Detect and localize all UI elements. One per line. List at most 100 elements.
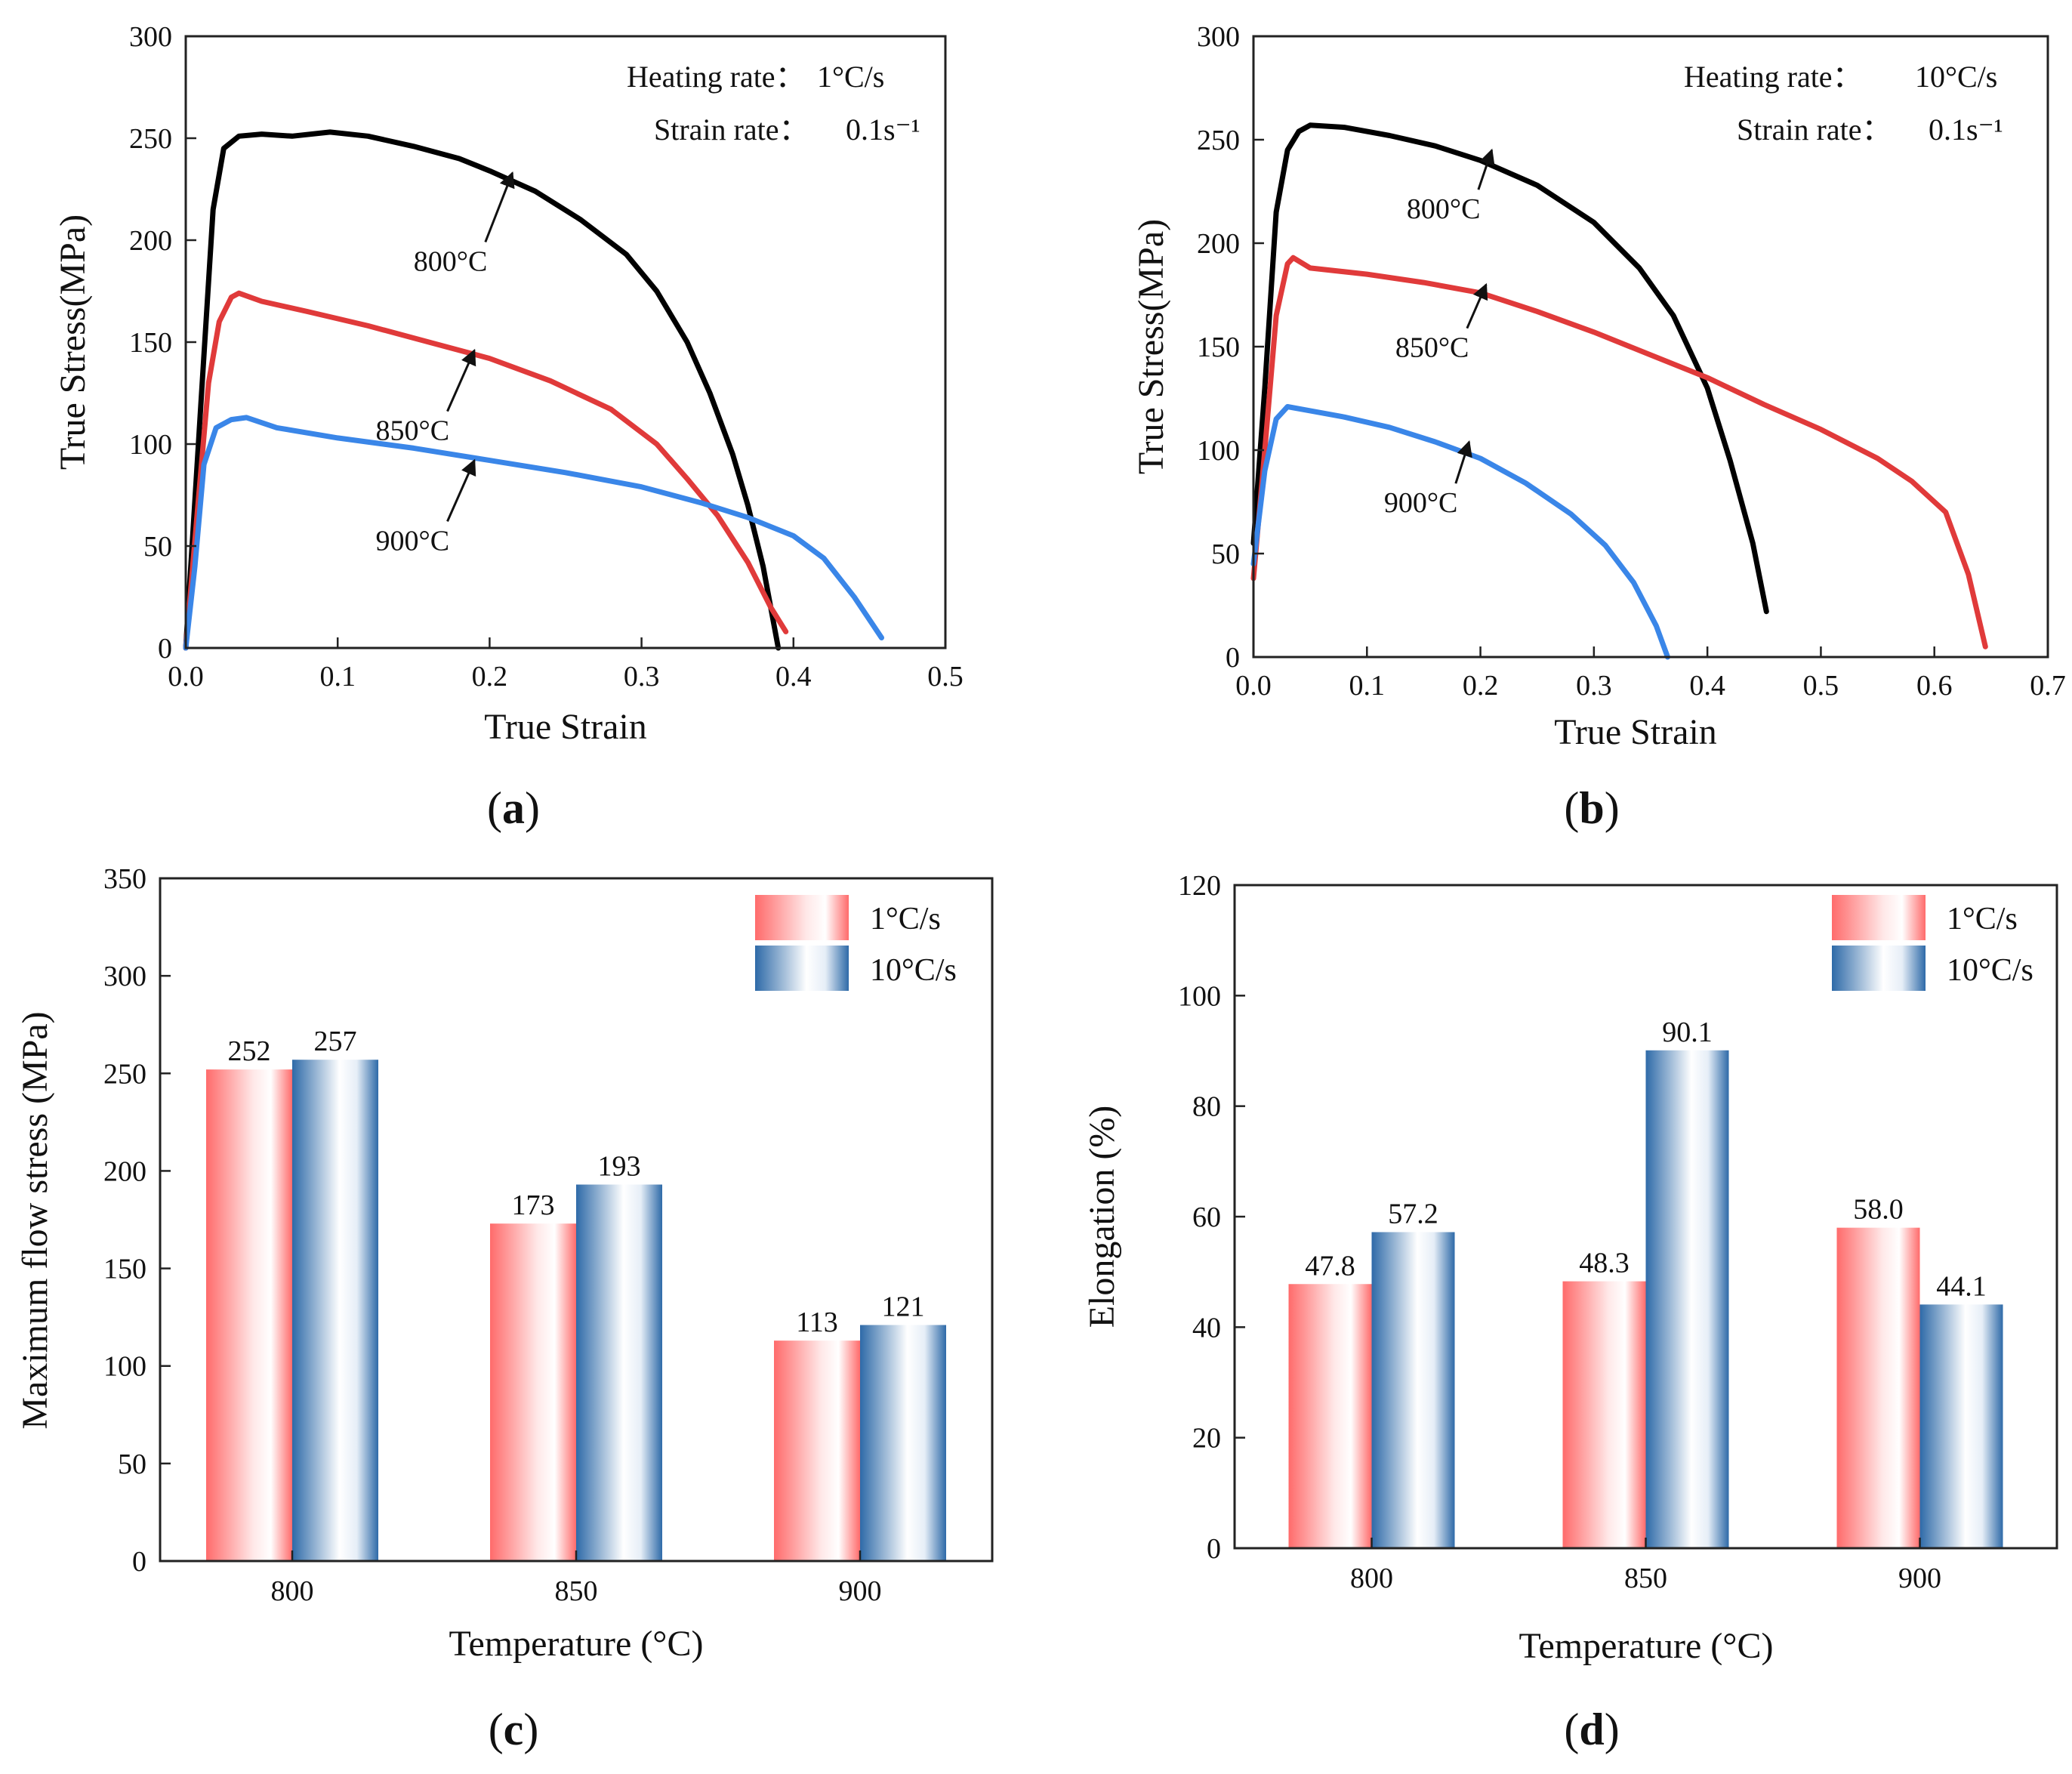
bar-800-series-1 [206,1069,292,1561]
annotation-label-3: 900°C [376,525,450,557]
panel-d-ylabel: Elongation (%) [1082,1106,1122,1328]
bar-value-label: 57.2 [1388,1198,1438,1229]
annotation-arrow-1 [484,171,515,243]
annotation-label-2: 850°C [1395,332,1469,364]
y-tick-label: 100 [103,1351,146,1383]
bar-value-label: 90.1 [1662,1017,1713,1048]
panel-d-ticks: 0 20 40 60 80 100 120 800 850 900 [1178,870,1941,1594]
y-tick-label: 150 [103,1254,146,1285]
y-tick-label: 250 [103,1058,146,1090]
y-tick-label: 0 [1226,642,1240,674]
x-tick-label: 0.5 [1803,670,1839,702]
series-line-2 [1250,255,1988,649]
x-tick-label: 850 [1624,1563,1667,1594]
annotation-label-1: 800°C [1407,193,1481,225]
annotation-label-1: 800°C [414,246,488,278]
bar-850-series-2 [576,1184,662,1561]
y-tick-label: 250 [129,123,172,155]
x-tick-label: 0.2 [472,661,508,693]
x-tick-label: 850 [555,1575,598,1607]
x-tick-label: 0.5 [927,661,964,693]
x-tick-label: 0.0 [168,661,204,693]
panel-d-legend-swatch-2 [1832,946,1926,991]
bar-850-series-2 [1645,1050,1729,1548]
panel-d-legend-label-1: 1°C/s [1947,902,2018,936]
panel-a-plot-area [183,129,884,651]
panel-c-ylabel: Maximum flow stress (MPa) [15,1011,55,1429]
y-tick-label: 200 [129,225,172,257]
panel-b-xlabel: True Strain [1554,712,1717,752]
panel-a-conditions: Heating rate： 1°C/s Strain rate： 0.1s⁻¹ [627,60,920,147]
series-line-1 [183,129,782,651]
y-tick-label: 150 [129,327,172,359]
series-line-1 [1250,122,1769,615]
panel-a-heating-rate-value: 1°C/s [817,60,884,94]
panel-c-legend: 1°C/s 10°C/s [755,895,957,991]
panel-b: 0.0 0.1 0.2 0.3 0.4 0.5 0.6 0.7 0 50 100 150 200 250 3… [1131,21,2066,833]
panel-c-legend-swatch-2 [755,946,849,991]
y-tick-label: 50 [118,1449,146,1480]
panel-d-plot-area: 47.8 57.2 48.3 90.1 58.0 44.1 [1288,1017,2003,1548]
x-tick-label: 0.1 [1349,670,1386,702]
bar-850-series-1 [1562,1281,1646,1548]
bar-value-label: 58.0 [1853,1194,1904,1226]
x-tick-label: 0.3 [624,661,660,693]
bar-value-label: 44.1 [1936,1270,1987,1302]
panel-a: 0.0 0.1 0.2 0.3 0.4 0.5 0 50 100 150 200 250 300 Hea… [53,21,964,833]
x-tick-label: 800 [271,1575,314,1607]
bar-value-label: 193 [598,1151,641,1183]
y-tick-label: 300 [129,21,172,53]
y-tick-label: 60 [1192,1202,1221,1233]
annotation-label-2: 850°C [376,415,450,447]
y-tick-label: 350 [103,863,146,895]
panel-b-ticks: 0.0 0.1 0.2 0.3 0.4 0.5 0.6 0.7 0 50 100 150 200 250 3… [1197,21,2066,702]
x-tick-label: 0.0 [1235,670,1272,702]
bar-800-series-1 [1288,1284,1372,1548]
panel-c-legend-swatch-1 [755,895,849,940]
panel-b-ylabel: True Stress(MPa) [1131,219,1171,474]
bar-900-series-1 [1836,1227,1920,1548]
panel-d: 47.8 57.2 48.3 90.1 58.0 44.1 0 20 40 60 80 100 120… [1082,870,2058,1754]
bar-value-label: 47.8 [1305,1250,1355,1282]
annotation-arrow-3 [446,458,476,523]
x-tick-label: 0.2 [1463,670,1499,702]
bar-value-label: 113 [796,1307,838,1338]
panel-d-label: (d) [1564,1705,1619,1754]
panel-b-plot-area [1250,122,1988,660]
y-tick-label: 40 [1192,1312,1221,1344]
x-tick-label: 0.6 [1916,670,1953,702]
panel-a-strain-rate-value: 0.1s⁻¹ [846,113,920,147]
bar-900-series-1 [774,1341,860,1561]
y-tick-label: 300 [103,961,146,992]
y-tick-label: 80 [1192,1091,1221,1123]
panel-c-xlabel: Temperature (°C) [449,1624,703,1664]
panel-d-legend-label-2: 10°C/s [1947,953,2033,988]
panel-a-ylabel: True Stress(MPa) [53,214,93,470]
annotation-arrow-2 [1466,282,1488,329]
series-line-3 [183,415,884,651]
y-tick-label: 0 [132,1546,146,1578]
y-tick-label: 20 [1192,1423,1221,1455]
bar-900-series-2 [860,1325,946,1561]
panel-a-xlabel: True Strain [484,707,647,747]
panel-d-legend: 1°C/s 10°C/s [1832,895,2033,991]
panel-b-strain-rate-value: 0.1s⁻¹ [1929,113,2003,147]
panel-d-xlabel: Temperature (°C) [1519,1626,1773,1666]
x-tick-label: 0.4 [1689,670,1725,702]
annotation-arrow-3 [1454,440,1472,484]
panel-a-ticks: 0.0 0.1 0.2 0.3 0.4 0.5 0 50 100 150 200 250 300 [129,21,964,693]
panel-a-frame [184,35,947,649]
bar-value-label: 257 [314,1026,357,1057]
bar-900-series-2 [1919,1304,2003,1548]
y-tick-label: 0 [1207,1533,1221,1565]
annotation-arrow-2 [446,348,476,412]
x-tick-label: 900 [839,1575,882,1607]
y-tick-label: 100 [1178,980,1221,1012]
x-tick-label: 0.3 [1576,670,1612,702]
panel-b-conditions: Heating rate： 10°C/s Strain rate： 0.1s⁻¹ [1684,60,2003,147]
panel-d-legend-swatch-1 [1832,895,1926,940]
panel-c-plot-area: 252 257 173 193 113 121 [206,1026,946,1561]
bar-850-series-1 [490,1223,576,1561]
bar-value-label: 173 [512,1189,555,1221]
